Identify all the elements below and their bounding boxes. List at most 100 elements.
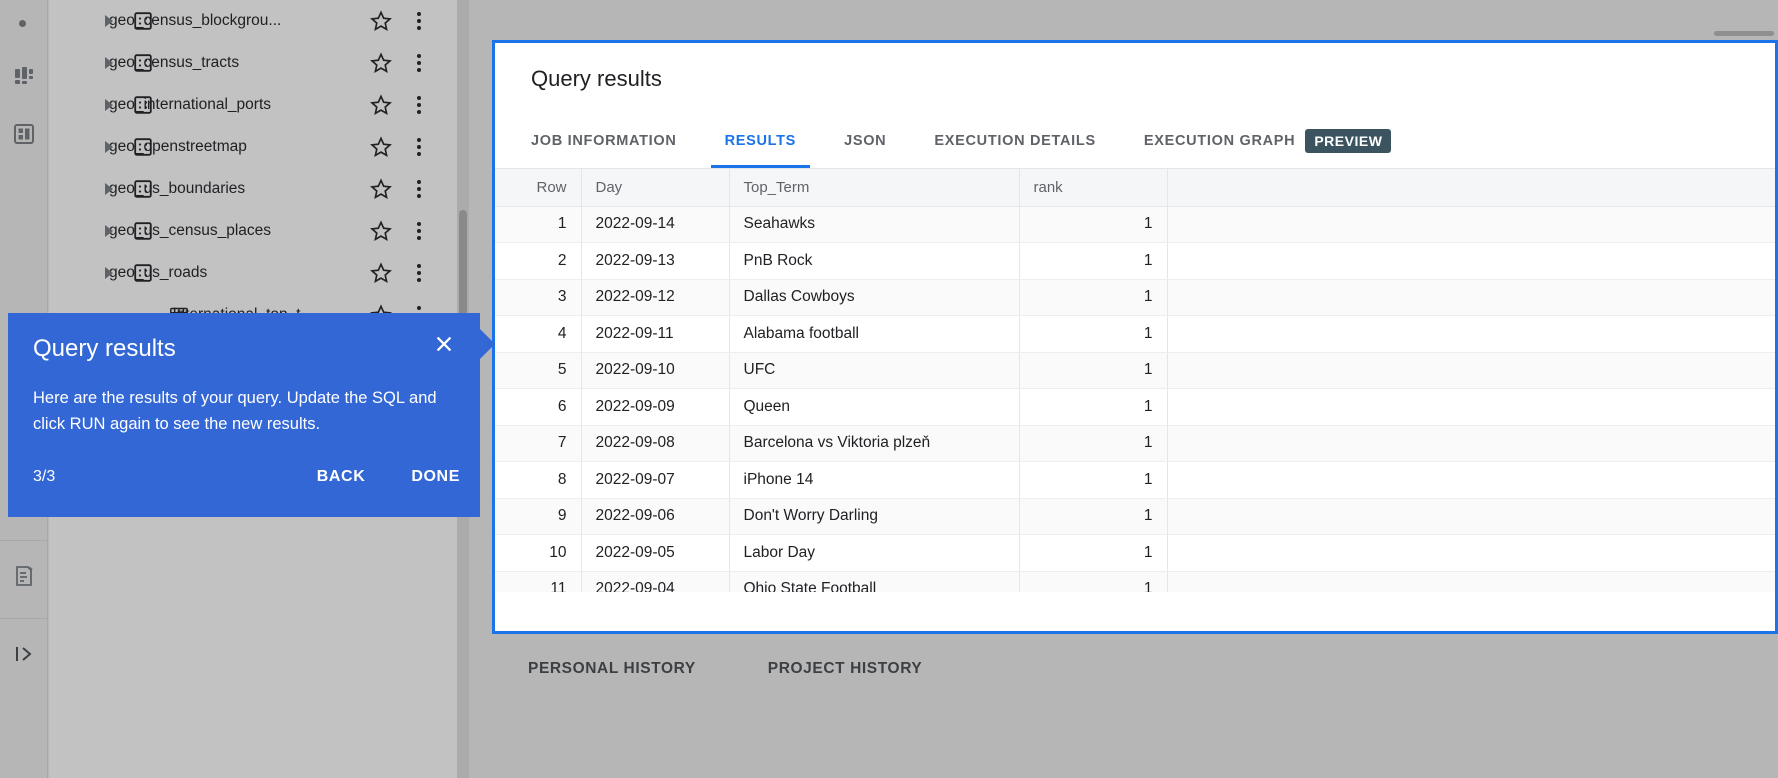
cell-day: 2022-09-14 <box>581 206 730 243</box>
explorer-row[interactable]: geo_us_roads <box>49 252 469 294</box>
table-row[interactable]: 9 2022-09-06 Don't Worry Darling 1 <box>495 498 1775 535</box>
row-overflow-menu-icon[interactable] <box>407 51 431 75</box>
expand-caret-icon[interactable] <box>105 183 113 195</box>
tab-execution-graph[interactable]: EXECUTION GRAPH PREVIEW <box>1120 114 1416 168</box>
table-row[interactable]: 10 2022-09-05 Labor Day 1 <box>495 534 1775 572</box>
results-horizontal-scrollbar[interactable] <box>495 619 1775 631</box>
row-overflow-menu-icon[interactable] <box>407 219 431 243</box>
dataform-icon[interactable] <box>8 118 40 150</box>
column-header-top-term[interactable]: Top_Term <box>729 169 1020 207</box>
close-icon[interactable] <box>430 330 458 358</box>
tab-personal-history[interactable]: PERSONAL HISTORY <box>528 660 696 677</box>
tab-job-information[interactable]: JOB INFORMATION <box>495 114 701 168</box>
cell-rank: 1 <box>1019 425 1168 462</box>
back-button[interactable]: BACK <box>316 468 366 485</box>
tab-execution-details[interactable]: EXECUTION DETAILS <box>910 114 1119 168</box>
cell-top-term: iPhone 14 <box>729 461 1020 499</box>
row-overflow-menu-icon[interactable] <box>407 261 431 285</box>
cell-filler <box>1167 571 1775 592</box>
tab-label: EXECUTION GRAPH <box>1143 133 1296 149</box>
table-header-row: Row Day Top_Term rank <box>495 169 1775 207</box>
explorer-row[interactable]: geo_international_ports <box>49 84 469 126</box>
history-tab-list[interactable]: PERSONAL HISTORY PROJECT HISTORY <box>492 636 1778 696</box>
cell-rank: 1 <box>1019 279 1168 316</box>
table-row[interactable]: 1 2022-09-14 Seahawks 1 <box>495 206 1775 243</box>
callout-step-counter: 3/3 <box>33 468 56 485</box>
row-overflow-menu-icon[interactable] <box>407 177 431 201</box>
cell-day: 2022-09-13 <box>581 242 730 280</box>
cell-top-term: UFC <box>729 352 1020 389</box>
star-outline-icon[interactable] <box>369 261 393 285</box>
callout-pointer <box>479 328 495 360</box>
column-header-rank[interactable]: rank <box>1019 169 1168 207</box>
cell-rank: 1 <box>1019 315 1168 353</box>
star-outline-icon[interactable] <box>369 9 393 33</box>
expand-panel-icon[interactable] <box>8 638 40 670</box>
table-row[interactable]: 8 2022-09-07 iPhone 14 1 <box>495 461 1775 499</box>
cell-filler <box>1167 425 1775 462</box>
tab-results[interactable]: RESULTS <box>701 114 821 168</box>
results-tab-bar[interactable]: JOB INFORMATION RESULTS JSON EXECUTION DETA… <box>495 114 1775 169</box>
table-row[interactable]: 6 2022-09-09 Queen 1 <box>495 388 1775 426</box>
table-row[interactable]: 7 2022-09-08 Barcelona vs Viktoria plzeň 1 <box>495 425 1775 462</box>
row-overflow-menu-icon[interactable] <box>407 9 431 33</box>
analytics-hub-icon[interactable] <box>8 60 40 92</box>
dataset-icon <box>133 221 153 241</box>
cell-row: 11 <box>495 571 582 592</box>
preview-badge: PREVIEW <box>1305 129 1392 153</box>
cell-row: 4 <box>495 315 582 353</box>
cell-row: 7 <box>495 425 582 462</box>
explorer-row[interactable]: geo_census_blockgrou... <box>49 0 469 42</box>
star-outline-icon[interactable] <box>369 93 393 117</box>
expand-caret-icon[interactable] <box>105 15 113 27</box>
star-outline-icon[interactable] <box>369 219 393 243</box>
column-header-day[interactable]: Day <box>581 169 730 207</box>
star-outline-icon[interactable] <box>369 177 393 201</box>
cell-filler <box>1167 315 1775 353</box>
done-button[interactable]: DONE <box>411 468 460 485</box>
results-table: Row Day Top_Term rank 1 2022-09-14 Seahawk… <box>495 169 1775 592</box>
notes-add-icon[interactable] <box>8 560 40 592</box>
tab-json[interactable]: JSON <box>820 114 910 168</box>
explorer-row[interactable]: geo_openstreetmap <box>49 126 469 168</box>
cell-top-term: Labor Day <box>729 534 1020 572</box>
row-overflow-menu-icon[interactable] <box>407 93 431 117</box>
cell-row: 2 <box>495 242 582 280</box>
cell-filler <box>1167 242 1775 280</box>
cell-top-term: Queen <box>729 388 1020 426</box>
explorer-row[interactable]: geo_us_census_places <box>49 210 469 252</box>
tab-label: RESULTS <box>724 133 797 149</box>
expand-caret-icon[interactable] <box>105 57 113 69</box>
table-row[interactable]: 4 2022-09-11 Alabama football 1 <box>495 315 1775 353</box>
cell-rank: 1 <box>1019 534 1168 572</box>
table-row[interactable]: 2 2022-09-13 PnB Rock 1 <box>495 242 1775 280</box>
history-bar: PERSONAL HISTORY PROJECT HISTORY <box>492 636 1778 778</box>
results-table-body: 1 2022-09-14 Seahawks 1 2 2022-09-13 PnB Rock 1… <box>495 206 1775 592</box>
explorer-row[interactable]: geo_us_boundaries <box>49 168 469 210</box>
cell-row: 1 <box>495 206 582 243</box>
tab-label: JOB INFORMATION <box>531 133 677 149</box>
cell-row: 5 <box>495 352 582 389</box>
table-row[interactable]: 5 2022-09-10 UFC 1 <box>495 352 1775 389</box>
explorer-row[interactable]: geo_census_tracts <box>49 42 469 84</box>
window-scrollbar-thumb[interactable] <box>1714 31 1774 36</box>
star-outline-icon[interactable] <box>369 51 393 75</box>
cell-top-term: Dallas Cowboys <box>729 279 1020 316</box>
star-outline-icon[interactable] <box>369 135 393 159</box>
row-overflow-menu-icon[interactable] <box>407 135 431 159</box>
explorer-row-label: geo_openstreetmap <box>109 138 247 155</box>
query-results-title: Query results <box>531 65 662 91</box>
expand-caret-icon[interactable] <box>105 99 113 111</box>
table-row[interactable]: 3 2022-09-12 Dallas Cowboys 1 <box>495 279 1775 316</box>
dataset-icon <box>133 179 153 199</box>
expand-caret-icon[interactable] <box>105 141 113 153</box>
expand-caret-icon[interactable] <box>105 225 113 237</box>
expand-caret-icon[interactable] <box>105 267 113 279</box>
tab-project-history[interactable]: PROJECT HISTORY <box>767 660 923 677</box>
explorer-row-label: geo_census_tracts <box>109 54 240 71</box>
column-header-row[interactable]: Row <box>495 169 582 207</box>
table-row[interactable]: 11 2022-09-04 Ohio State Football 1 <box>495 571 1775 592</box>
cell-day: 2022-09-07 <box>581 461 730 499</box>
results-table-viewport[interactable]: Row Day Top_Term rank 1 2022-09-14 Seahawk… <box>495 169 1775 592</box>
cell-row: 9 <box>495 498 582 535</box>
